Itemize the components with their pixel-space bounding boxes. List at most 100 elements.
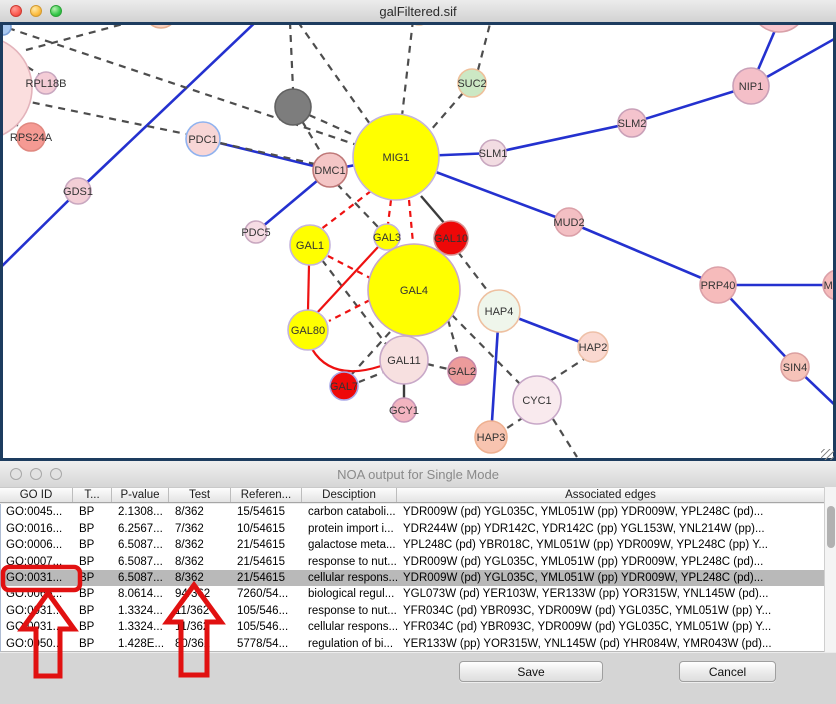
network-node-GDS1[interactable] [64,177,92,205]
column-header-type[interactable]: T... [73,488,112,502]
network-node-GAL3[interactable] [373,223,401,251]
network-edge[interactable] [321,259,387,345]
network-node-CYC1[interactable] [512,375,562,425]
network-edge[interactable] [552,418,578,458]
network-edge[interactable] [328,299,371,322]
network-edge[interactable] [457,251,491,295]
table-row[interactable]: GO:0031... BP 1.3324... 11/362 105/546... cel… [1,619,824,635]
network-node-HAP2[interactable] [577,331,609,363]
network-edge[interactable] [386,199,393,225]
network-edge[interactable] [476,22,491,71]
network-edge[interactable] [492,121,633,155]
network-node-SLM2[interactable] [617,108,647,138]
table-row[interactable]: GO:0016... BP 6.2567... 7/362 10/54615 protei… [1,520,824,536]
network-edge[interactable] [327,255,375,281]
network-node-GAL7[interactable] [329,371,359,401]
network-edge[interactable] [631,84,752,125]
zoom-button[interactable] [50,468,62,480]
table-row[interactable]: GO:0031... BP 1.3324... 11/362 105/546... res… [1,603,824,619]
network-edge[interactable] [568,220,719,287]
network-node-DMC1[interactable] [312,152,348,188]
network-edge[interactable] [306,264,311,311]
noa-window-titlebar[interactable]: NOA output for Single Mode [0,461,836,488]
network-node-MSL1[interactable] [822,270,836,300]
zoom-button[interactable] [50,5,62,17]
network-edge[interactable] [308,113,357,138]
network-node-RPL18B[interactable] [34,71,58,95]
cancel-button[interactable]: Cancel [679,661,776,682]
minimize-button[interactable] [30,5,42,17]
column-header-p-value[interactable]: P-value [112,488,169,502]
network-edge[interactable] [311,348,382,373]
network-edge[interactable] [503,416,525,431]
close-button[interactable] [10,468,22,480]
network-node-GCY1[interactable] [391,397,417,423]
network-node-SLM1[interactable] [479,139,507,167]
network-node-top-green[interactable] [407,22,431,26]
network-edge[interactable] [315,246,379,315]
table-row[interactable]: GO:0006... BP 6.5087... 8/362 21/54615 galact… [1,537,824,553]
network-node-HAP3[interactable] [474,420,508,454]
table-row[interactable]: GO:0007... BP 6.5087... 8/362 21/54615 respon… [1,553,824,569]
network-edge[interactable] [429,92,464,132]
column-header-description[interactable]: Desciption [302,488,397,502]
scrollbar-thumb[interactable] [826,506,835,548]
network-edge[interactable] [420,195,446,225]
network-node-SUC2[interactable] [457,68,487,98]
column-header-associated-edges[interactable]: Associated edges [565,489,656,501]
column-header-go-id[interactable]: GO ID [0,488,73,502]
network-node-top-peach[interactable] [145,22,177,29]
network-canvas[interactable]: RPL18B RPS24A GDS1 PDC1 DMC1 MIG1 PDC5 SUC2 SLM1… [0,22,836,461]
network-edge[interactable] [549,358,585,382]
network-node-PDC5[interactable] [244,220,268,244]
save-button[interactable]: Save [459,661,603,682]
column-header-test[interactable]: Test [169,488,231,502]
network-node-HAP4[interactable] [477,289,521,333]
network-node-GAL4[interactable] [367,243,461,337]
network-edge[interactable] [19,98,187,136]
network-node-top-pink-3[interactable] [478,22,506,24]
network-node-GAL11[interactable] [379,335,429,385]
table-scrollbar[interactable] [824,487,836,652]
network-node-GAL10[interactable] [433,220,469,256]
network-node-top-left-blue[interactable] [0,22,12,36]
network-node-PRP40[interactable] [699,266,737,304]
network-node-big-left[interactable] [0,36,33,140]
network-node-gray-node[interactable] [274,88,312,126]
network-edge[interactable] [301,120,324,157]
network-node-RPS24A[interactable] [16,122,46,152]
network-edge[interactable] [0,190,79,268]
network-node-top-green-2[interactable] [247,22,269,24]
table-row[interactable]: GO:0031... BP 6.5087... 8/362 21/54615 cellul… [1,569,824,587]
network-edge[interactable] [319,190,372,231]
network-edge[interactable] [77,22,264,192]
table-row[interactable]: GO:0045... BP 2.1308... 8/362 15/54615 carbon… [1,504,824,520]
minimize-button[interactable] [30,468,42,480]
network-node-NIP1[interactable] [732,67,770,105]
network-edge[interactable] [351,331,391,375]
network-edge[interactable] [289,22,295,90]
network-edge[interactable] [25,22,153,52]
network-node-top-pink[interactable] [751,22,807,33]
network-node-MUD2[interactable] [554,207,584,237]
table-row[interactable]: GO:0065... BP 8.0614... 94/362 7260/54... bio… [1,586,824,602]
network-node-SIN4[interactable] [780,352,810,382]
network-window-titlebar[interactable]: galFiltered.sif [0,0,836,23]
close-button[interactable] [10,5,22,17]
network-edge[interactable] [451,314,521,385]
network-edge[interactable] [336,183,399,249]
network-edge[interactable] [407,199,415,244]
resize-grip[interactable] [821,449,834,460]
network-edge[interactable] [400,22,414,117]
network-edge[interactable] [219,141,316,166]
network-node-GAL2[interactable] [447,356,477,386]
network-edge[interactable] [426,362,449,371]
network-node-PDC1[interactable] [185,121,221,157]
table-row[interactable]: GO:0050... BP 1.428E... 80/362 5778/54... reg… [1,636,824,652]
network-node-GAL1[interactable] [289,224,331,266]
network-edge[interactable] [446,319,461,359]
network-edge[interactable] [298,22,371,125]
network-edge[interactable] [7,26,361,148]
network-node-GAL80[interactable] [287,309,329,351]
network-node-MIG1[interactable] [352,113,440,201]
